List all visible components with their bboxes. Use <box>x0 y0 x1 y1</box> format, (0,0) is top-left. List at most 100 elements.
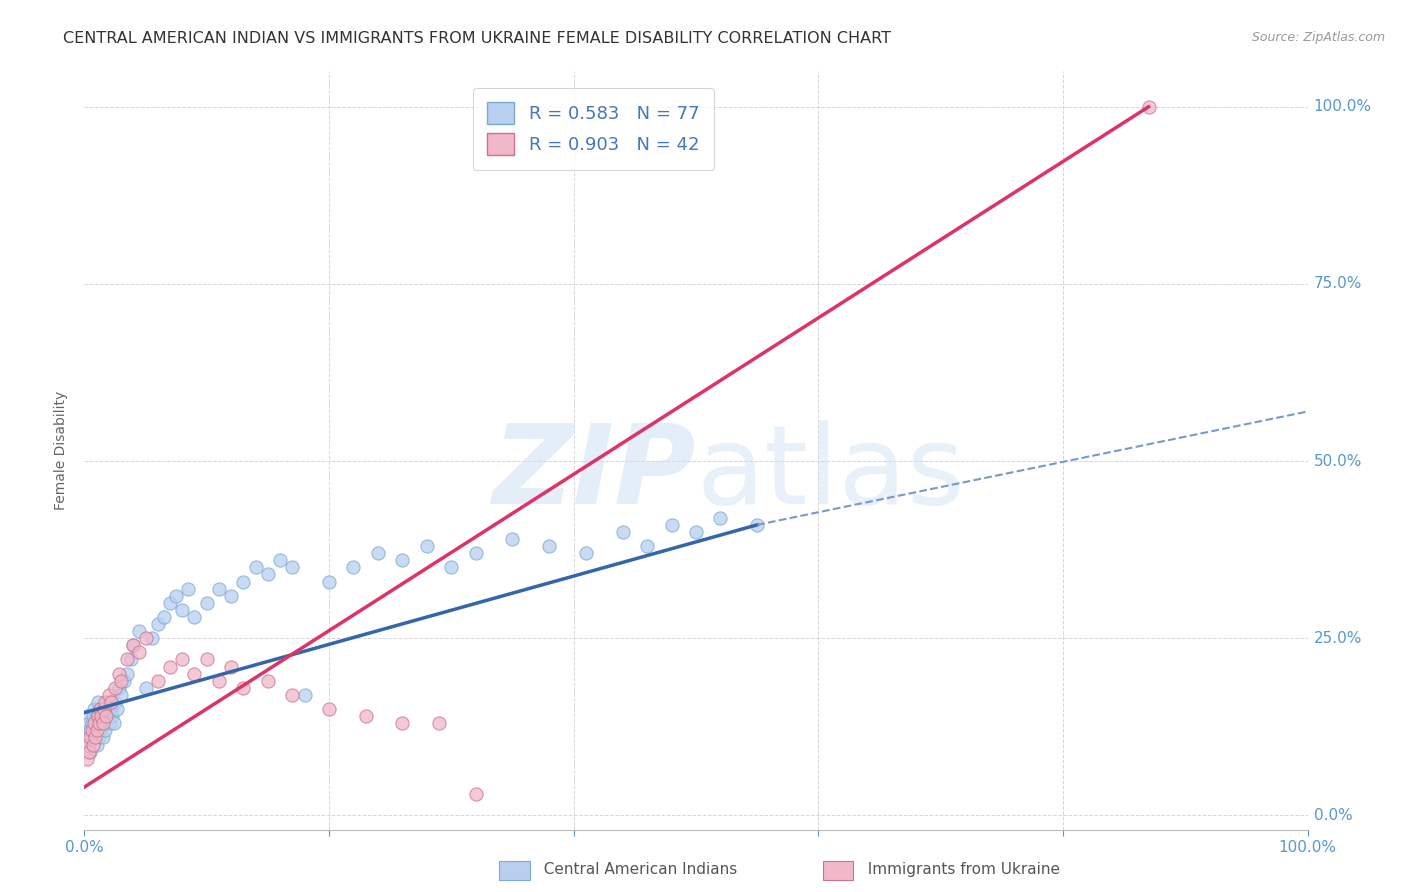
Point <box>172 603 194 617</box>
Text: CENTRAL AMERICAN INDIAN VS IMMIGRANTS FROM UKRAINE FEMALE DISABILITY CORRELATION: CENTRAL AMERICAN INDIAN VS IMMIGRANTS FR… <box>63 31 891 46</box>
Point <box>84 731 107 745</box>
Point <box>77 738 100 752</box>
Point <box>502 532 524 546</box>
Text: Immigrants from Ukraine: Immigrants from Ukraine <box>858 863 1060 877</box>
Point <box>245 560 267 574</box>
Text: 0.0%: 0.0% <box>1313 808 1353 823</box>
Point <box>115 666 138 681</box>
Point <box>89 702 111 716</box>
Point <box>101 709 124 723</box>
Point <box>128 645 150 659</box>
Point <box>354 709 377 723</box>
Point <box>79 723 101 738</box>
Point <box>110 673 132 688</box>
Point <box>1137 100 1160 114</box>
Point <box>77 716 100 731</box>
Point <box>612 524 634 539</box>
Point <box>709 510 731 524</box>
Point <box>103 716 125 731</box>
Point <box>89 702 111 716</box>
Point <box>538 539 561 553</box>
Point <box>281 688 304 702</box>
Point <box>636 539 658 553</box>
Point <box>77 723 100 738</box>
Text: 25.0%: 25.0% <box>1313 631 1362 646</box>
Point <box>318 702 340 716</box>
Point <box>96 702 118 716</box>
Y-axis label: Female Disability: Female Disability <box>55 391 69 510</box>
Point <box>87 709 110 723</box>
Point <box>685 524 707 539</box>
Point <box>232 681 254 695</box>
Point <box>100 702 122 716</box>
Point <box>183 666 205 681</box>
Point <box>122 638 145 652</box>
Point <box>159 596 181 610</box>
Point <box>94 695 117 709</box>
Point <box>76 752 98 766</box>
Point <box>257 673 280 688</box>
Point <box>94 723 117 738</box>
Point <box>77 745 100 759</box>
Point <box>76 709 98 723</box>
Point <box>82 738 104 752</box>
Point <box>97 695 120 709</box>
Point <box>96 709 118 723</box>
Point <box>83 716 105 731</box>
Point <box>80 723 103 738</box>
Text: atlas: atlas <box>696 420 965 526</box>
Text: Central American Indians: Central American Indians <box>534 863 738 877</box>
Point <box>98 716 121 731</box>
Point <box>79 745 101 759</box>
Point <box>83 702 105 716</box>
Point <box>195 652 218 666</box>
Point <box>219 659 242 673</box>
Point <box>146 617 169 632</box>
Point <box>97 709 120 723</box>
Point <box>107 681 129 695</box>
Point <box>115 652 138 666</box>
Point <box>87 716 110 731</box>
Point <box>440 560 463 574</box>
Point <box>90 716 112 731</box>
Point <box>128 624 150 639</box>
Point <box>84 716 107 731</box>
Point <box>464 787 486 801</box>
Point <box>208 673 231 688</box>
Point <box>427 716 450 731</box>
Point <box>146 673 169 688</box>
Point <box>135 632 157 646</box>
Point <box>172 652 194 666</box>
Point <box>159 659 181 673</box>
Point <box>86 709 108 723</box>
Point <box>416 539 439 553</box>
Point <box>93 716 115 731</box>
Point <box>367 546 389 560</box>
Point <box>82 738 104 752</box>
Point <box>391 553 413 567</box>
Text: 100.0%: 100.0% <box>1313 99 1372 114</box>
Point <box>269 553 291 567</box>
Point <box>208 582 231 596</box>
Point <box>87 731 110 745</box>
Point <box>232 574 254 589</box>
Point <box>87 716 110 731</box>
Point <box>153 610 176 624</box>
Point <box>141 632 163 646</box>
Point <box>112 673 135 688</box>
Point <box>91 716 114 731</box>
Point <box>391 716 413 731</box>
Point <box>93 702 115 716</box>
Point <box>84 731 107 745</box>
Point <box>79 731 101 745</box>
Point <box>77 738 100 752</box>
Point <box>91 731 114 745</box>
Point <box>318 574 340 589</box>
Point <box>195 596 218 610</box>
Point <box>82 709 104 723</box>
Text: ZIP: ZIP <box>492 420 696 526</box>
Point <box>575 546 598 560</box>
Point <box>661 517 683 532</box>
Point <box>89 723 111 738</box>
Point <box>97 688 120 702</box>
